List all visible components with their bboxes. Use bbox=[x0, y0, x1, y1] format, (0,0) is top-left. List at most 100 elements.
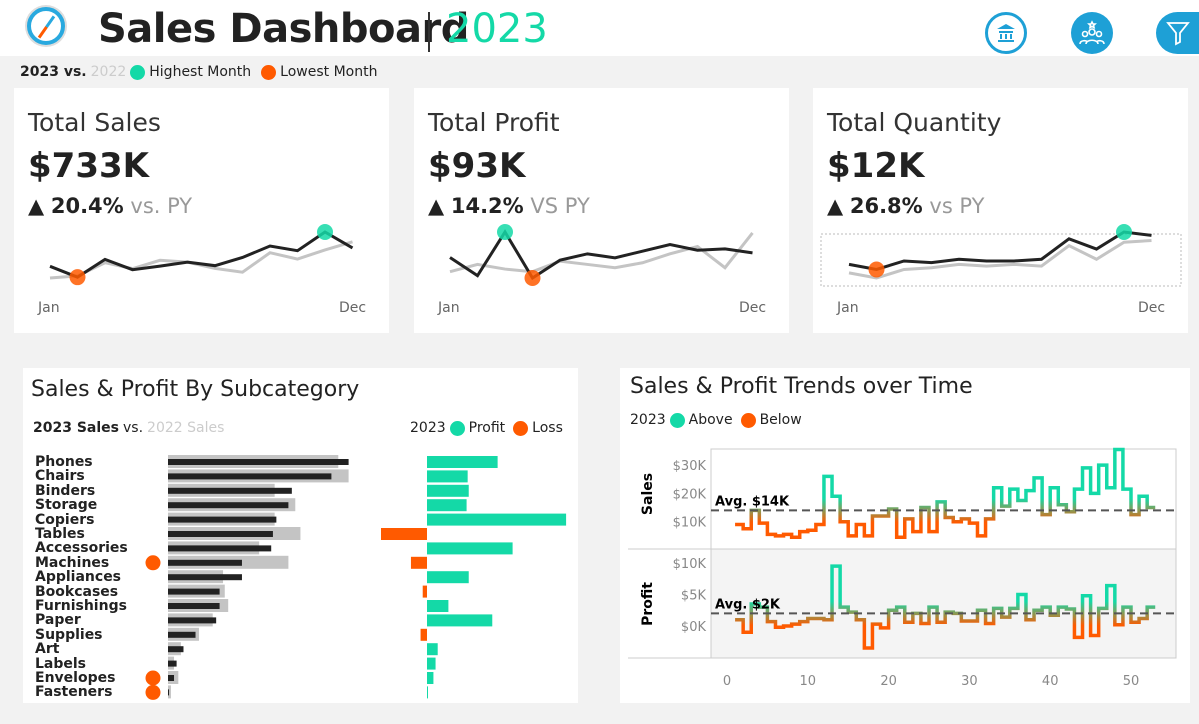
bar-2022-sales[interactable] bbox=[168, 685, 171, 699]
kpi-card: Total Sales $733K ▲ 20.4% vs. PY Jan Dec bbox=[14, 88, 389, 333]
bar-2023-sales[interactable] bbox=[168, 675, 175, 681]
kpi-card: Total Quantity $12K ▲ 26.8% vs PY Jan De… bbox=[813, 88, 1188, 333]
bar-profit[interactable] bbox=[427, 657, 436, 670]
header: Sales Dashboard 2023 bbox=[0, 0, 1199, 56]
bar-profit[interactable] bbox=[427, 484, 469, 497]
subcategory-chart bbox=[145, 455, 567, 700]
lowest-month-marker[interactable] bbox=[69, 269, 86, 286]
subcategory-label: Supplies bbox=[35, 626, 103, 643]
bar-2023-sales[interactable] bbox=[168, 473, 332, 480]
bar-2023-sales[interactable] bbox=[168, 516, 277, 523]
bar-profit[interactable] bbox=[427, 571, 469, 584]
x-tick: 10 bbox=[800, 674, 817, 689]
subcategory-label: Storage bbox=[35, 497, 98, 514]
sparkline-previous bbox=[49, 240, 353, 280]
bank-icon[interactable] bbox=[985, 12, 1027, 54]
subcategory-label: Art bbox=[35, 641, 60, 658]
legend-profit-year: 2023 bbox=[410, 420, 446, 436]
sparkline bbox=[820, 224, 1182, 287]
x-tick: 30 bbox=[961, 674, 978, 689]
bar-profit[interactable] bbox=[380, 528, 427, 540]
bar-profit[interactable] bbox=[427, 686, 428, 699]
subcategory-card: Sales & Profit By Subcategory 2023 Sales… bbox=[23, 368, 578, 703]
bar-2023-sales[interactable] bbox=[168, 660, 177, 667]
bar-2023-sales[interactable] bbox=[168, 502, 289, 509]
sales-y-tick: $30K bbox=[673, 459, 707, 474]
highest-month-marker[interactable] bbox=[317, 224, 333, 240]
lowest-month-marker[interactable] bbox=[524, 270, 541, 286]
subcategory-label: Bookcases bbox=[35, 583, 119, 600]
bar-profit[interactable] bbox=[422, 585, 427, 598]
legend-trend-year: 2023 bbox=[630, 412, 666, 428]
bar-profit[interactable] bbox=[427, 672, 434, 684]
sparkline bbox=[449, 224, 754, 286]
bar-profit[interactable] bbox=[427, 470, 468, 483]
lowest-month-marker[interactable] bbox=[868, 261, 885, 278]
spark-end-label: Dec bbox=[339, 300, 367, 316]
subcategory-label: Machines bbox=[35, 554, 110, 571]
sales-y-tick: $20K bbox=[673, 487, 707, 502]
bar-2023-sales[interactable] bbox=[168, 574, 242, 581]
kpi-delta: ▲ 26.8% vs PY bbox=[827, 194, 984, 218]
profit-y-tick: $10K bbox=[673, 557, 707, 572]
bar-2023-sales[interactable] bbox=[168, 646, 184, 653]
subcategory-label: Tables bbox=[35, 526, 85, 542]
bar-profit[interactable] bbox=[410, 556, 427, 569]
bar-2023-sales[interactable] bbox=[168, 531, 273, 537]
up-arrow-icon: ▲ bbox=[827, 194, 844, 218]
sales-axis-label: Sales bbox=[640, 473, 656, 515]
highest-month-marker[interactable] bbox=[1116, 224, 1132, 240]
legend-above: Above bbox=[688, 412, 733, 428]
bar-2023-sales[interactable] bbox=[168, 588, 220, 595]
bar-2023-sales[interactable] bbox=[168, 545, 272, 552]
sparkline-current bbox=[49, 230, 354, 279]
spark-start-label: Jan bbox=[38, 300, 60, 316]
below-dot-icon bbox=[740, 412, 756, 428]
bar-profit[interactable] bbox=[427, 643, 438, 656]
kpi-label: Total Sales bbox=[28, 108, 161, 137]
kpi-value: $93K bbox=[428, 146, 526, 186]
legend-2022-sales: 2022 Sales bbox=[147, 420, 225, 436]
bar-profit[interactable] bbox=[427, 600, 449, 612]
sales-legend: 2023 Sales vs. 2022 Sales bbox=[33, 420, 224, 436]
kpi-label: Total Quantity bbox=[827, 108, 1002, 137]
kpi-delta: ▲ 20.4% vs. PY bbox=[28, 194, 192, 218]
profit-step-line[interactable] bbox=[735, 564, 1156, 650]
lowest-dot-icon bbox=[261, 64, 277, 80]
sparkline-previous bbox=[449, 232, 754, 274]
spark-end-label: Dec bbox=[739, 300, 767, 316]
bar-2023-sales[interactable] bbox=[168, 617, 217, 624]
subcategory-label: Phones bbox=[35, 454, 93, 470]
bar-profit[interactable] bbox=[427, 614, 493, 627]
up-arrow-icon: ▲ bbox=[28, 194, 45, 218]
legend-highest: Highest Month bbox=[149, 64, 252, 80]
bar-profit[interactable] bbox=[427, 542, 513, 555]
bar-2023-sales[interactable] bbox=[168, 459, 349, 465]
bar-2023-sales[interactable] bbox=[168, 631, 196, 638]
subcategory-label: Envelopes bbox=[35, 670, 116, 686]
flag-dot-icon bbox=[145, 684, 161, 700]
bar-profit[interactable] bbox=[427, 499, 467, 512]
bar-profit[interactable] bbox=[427, 456, 498, 468]
trends-legend: 2023 Above Below bbox=[630, 412, 802, 428]
highest-month-marker[interactable] bbox=[497, 224, 513, 240]
kpi-value: $12K bbox=[827, 146, 925, 186]
legend-loss: Loss bbox=[532, 420, 563, 436]
kpi-delta-value: 26.8% bbox=[849, 194, 923, 218]
bar-2023-sales[interactable] bbox=[168, 603, 220, 609]
team-icon[interactable] bbox=[1071, 12, 1113, 54]
bar-2023-sales[interactable] bbox=[168, 487, 292, 494]
bar-2023-sales[interactable] bbox=[168, 689, 170, 696]
bar-profit[interactable] bbox=[427, 513, 567, 526]
page-year: 2023 bbox=[446, 6, 548, 52]
filter-icon[interactable] bbox=[1156, 12, 1199, 54]
subcategory-label: Fasteners bbox=[35, 684, 113, 701]
legend-profit: Profit bbox=[468, 420, 506, 436]
bar-2023-sales[interactable] bbox=[168, 559, 242, 566]
profit-avg-label: Avg. $2K bbox=[715, 597, 781, 612]
bar-profit[interactable] bbox=[420, 628, 427, 641]
profit-y-tick: $0K bbox=[681, 620, 707, 635]
sales-y-tick: $10K bbox=[673, 516, 707, 531]
sales-step-line[interactable] bbox=[735, 447, 1156, 540]
x-tick: 40 bbox=[1042, 674, 1059, 689]
